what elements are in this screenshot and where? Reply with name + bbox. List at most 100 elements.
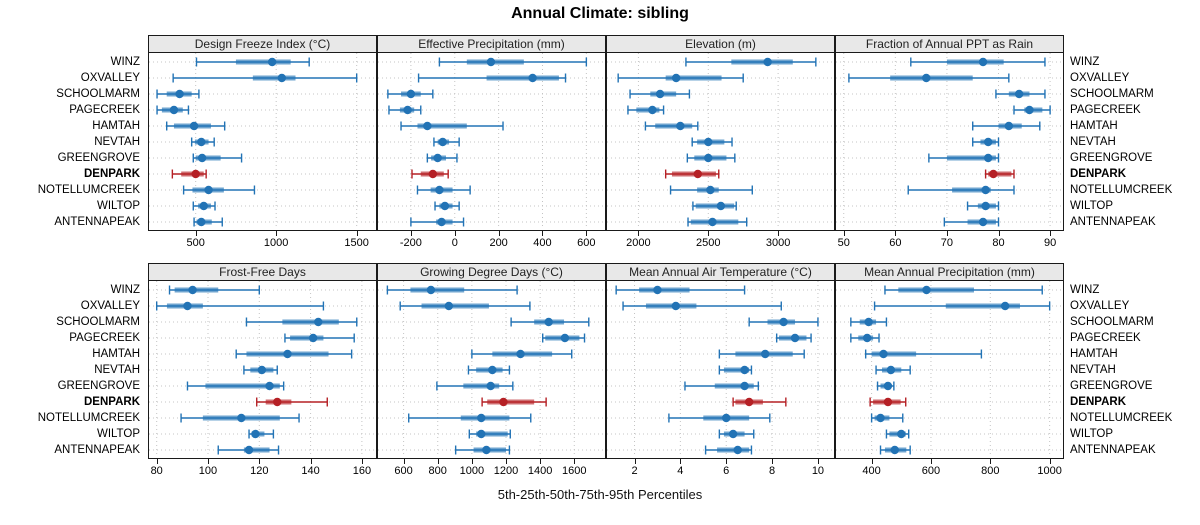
panel-strip-title: Design Freeze Index (°C) [148, 35, 377, 53]
percentile-row-greengrove [378, 381, 605, 391]
site-label-schoolmarm: SCHOOLMARM [56, 316, 140, 328]
axis-tick-mark [276, 231, 278, 236]
axis-tick-mark [1050, 231, 1052, 236]
axis-tick-label: 80 [150, 465, 163, 477]
percentile-row-antennapeak [607, 445, 834, 455]
axis-tick-mark [871, 459, 873, 464]
percentile-row-pagecreek [607, 333, 834, 343]
percentile-row-wiltop [836, 201, 1063, 211]
percentile-row-greengrove [149, 381, 376, 391]
percentile-row-nevtah [607, 137, 834, 147]
percentile-row-wiltop [607, 429, 834, 439]
axis-tick-label: 1000 [459, 465, 485, 477]
axis-tick-label: 1400 [527, 465, 553, 477]
percentile-row-denpark [836, 169, 1063, 179]
percentile-row-oxvalley [836, 301, 1063, 311]
percentile-row-oxvalley [378, 301, 605, 311]
percentile-row-wiltop [149, 429, 376, 439]
percentile-row-hamtah [836, 349, 1063, 359]
site-label-notellumcreek: NOTELLUMCREEK [37, 412, 140, 424]
axis-tick-label: 4 [677, 465, 684, 477]
percentile-row-hamtah [836, 121, 1063, 131]
site-label-denpark: DENPARK [83, 168, 140, 180]
panel-plot-area [606, 281, 835, 459]
axis-tick-mark [930, 459, 932, 464]
axis-tick-mark [634, 459, 636, 464]
percentile-row-nevtah [378, 137, 605, 147]
axis-tick-label: 400 [533, 237, 552, 249]
axis-tick-mark [310, 459, 312, 464]
axis-tick-label: 1000 [1037, 465, 1062, 477]
site-label-schoolmarm: SCHOOLMARM [1070, 88, 1154, 100]
site-label-antennapeak: ANTENNAPEAK [54, 216, 140, 228]
site-label-wiltop: WILTOP [1070, 428, 1114, 440]
panel-plot-svg [149, 53, 376, 229]
axis-tick-label: 2000 [626, 237, 651, 249]
percentile-row-wiltop [836, 429, 1063, 439]
percentile-row-wiltop [607, 201, 834, 211]
percentile-row-hamtah [607, 121, 834, 131]
site-label-hamtah: HAMTAH [92, 348, 140, 360]
x-axis: -200 0 200 400 600 [377, 231, 606, 253]
percentile-row-pagecreek [378, 105, 605, 115]
site-label-wiltop: WILTOP [1070, 200, 1114, 212]
axis-tick-mark [1049, 459, 1051, 464]
axis-tick-mark [437, 459, 439, 464]
panel-plot-svg [607, 281, 834, 457]
site-label-hamtah: HAMTAH [92, 120, 140, 132]
axis-tick-label: 1500 [344, 237, 369, 249]
percentile-row-notellumcreek [607, 185, 834, 195]
percentile-row-greengrove [836, 381, 1063, 391]
site-label-oxvalley: OXVALLEY [1070, 300, 1130, 312]
site-label-wiltop: WILTOP [96, 200, 140, 212]
panel-fraction-of-annual-ppt-as-rain: Fraction of Annual PPT as Rain 50 60 70 80 90 [835, 35, 1064, 253]
axis-tick-label: 60 [889, 237, 902, 249]
percentile-row-denpark [378, 397, 605, 407]
site-label-nevtah: NEVTAH [1070, 364, 1116, 376]
percentile-row-oxvalley [149, 301, 376, 311]
percentile-row-winz [836, 285, 1063, 295]
site-label-greengrove: GREENGROVE [57, 152, 140, 164]
percentile-row-hamtah [149, 121, 376, 131]
percentile-row-denpark [607, 397, 834, 407]
percentile-row-antennapeak [836, 445, 1063, 455]
percentile-row-hamtah [607, 349, 834, 359]
site-label-pagecreek: PAGECREEK [69, 104, 140, 116]
panel-mean-annual-air-temperature-c: Mean Annual Air Temperature (°C) 2 4 6 8 10 [606, 263, 835, 481]
site-label-winz: WINZ [1070, 284, 1100, 296]
axis-tick-label: 6 [723, 465, 730, 477]
panel-plot-svg [378, 53, 605, 229]
axis-tick-label: 2500 [696, 237, 721, 249]
percentile-row-greengrove [149, 153, 376, 163]
percentile-row-hamtah [149, 349, 376, 359]
axis-tick-label: 200 [489, 237, 508, 249]
percentile-row-notellumcreek [378, 413, 605, 423]
site-label-notellumcreek: NOTELLUMCREEK [37, 184, 140, 196]
site-label-denpark: DENPARK [83, 396, 140, 408]
panel-plot-area [377, 281, 606, 459]
site-label-antennapeak: ANTENNAPEAK [1070, 444, 1156, 456]
axis-tick-mark [498, 231, 500, 236]
x-axis: 600 800 1000 1200 1400 1600 [377, 459, 606, 481]
panel-effective-precipitation-mm: Effective Precipitation (mm) -200 0 200 400 6… [377, 35, 606, 253]
axis-tick-label: 2 [631, 465, 638, 477]
panel-plot-svg [836, 53, 1063, 229]
percentile-row-denpark [378, 169, 605, 179]
axis-tick-mark [471, 459, 473, 464]
axis-tick-mark [778, 231, 780, 236]
site-label-greengrove: GREENGROVE [57, 380, 140, 392]
percentile-row-schoolmarm [607, 89, 834, 99]
percentile-row-schoolmarm [149, 89, 376, 99]
percentile-row-nevtah [378, 365, 605, 375]
panel-elevation-m: Elevation (m) 2000 2500 3000 [606, 35, 835, 253]
site-label-winz: WINZ [1070, 56, 1100, 68]
percentile-row-notellumcreek [149, 185, 376, 195]
axis-tick-mark [540, 459, 542, 464]
site-label-wiltop: WILTOP [96, 428, 140, 440]
percentile-row-winz [607, 57, 834, 67]
panel-plot-svg [607, 53, 834, 229]
axis-tick-mark [506, 459, 507, 464]
percentile-row-denpark [607, 169, 834, 179]
percentile-row-antennapeak [149, 217, 376, 227]
panel-plot-area [148, 53, 377, 231]
